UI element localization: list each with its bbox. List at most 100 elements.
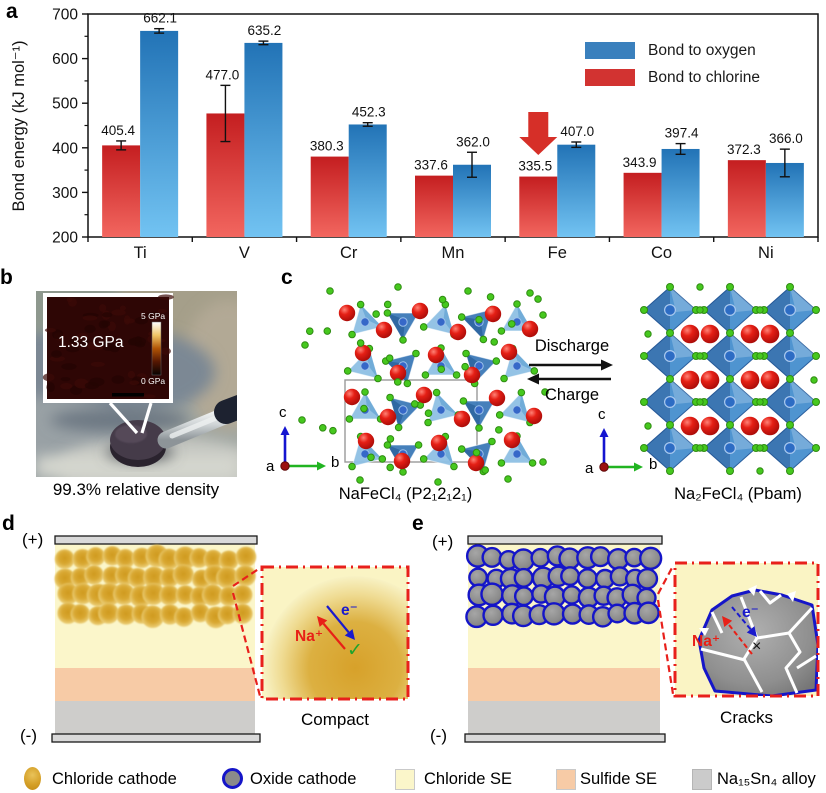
left-axis-c: c xyxy=(279,404,287,421)
bar-value-label: 397.4 xyxy=(665,126,699,141)
sulfide-se-swatch xyxy=(556,769,576,790)
bar-chlorine-Co xyxy=(623,172,662,237)
bottom-electrode xyxy=(464,733,666,743)
sulfide-se-layer xyxy=(55,668,255,701)
d-negative-sign: (-) xyxy=(20,726,37,745)
pressure-colorbar xyxy=(151,321,162,376)
bar-oxygen-Cr xyxy=(348,124,387,237)
x-category-label: V xyxy=(239,244,250,262)
d-electron-label: e⁻ xyxy=(341,602,358,619)
legend-row-oxygen: Bond to oxygen xyxy=(585,42,760,59)
panel-b-label: b xyxy=(0,266,13,289)
bar-value-label: 662.1 xyxy=(143,11,177,26)
discharge-label: Discharge xyxy=(534,337,610,355)
chloride-cathode-label: Chloride cathode xyxy=(52,770,177,788)
y-axis-label: Bond energy (kJ mol⁻¹) xyxy=(10,40,28,211)
bar-oxygen-V xyxy=(244,42,283,237)
bar-value-label: 335.5 xyxy=(518,159,552,174)
y-tick-label: 300 xyxy=(52,185,78,202)
legend-row-chlorine: Bond to chlorine xyxy=(585,69,760,86)
y-tick-label: 500 xyxy=(52,96,78,113)
panel-a-label: a xyxy=(6,0,18,23)
bar-value-label: 407.0 xyxy=(560,124,594,139)
tweezers-handle xyxy=(214,394,237,424)
crack-line xyxy=(700,647,746,662)
sulfide-se-label: Sulfide SE xyxy=(580,770,658,788)
e-electron-label: e⁻ xyxy=(742,604,759,621)
oxide-cathode-particles xyxy=(465,544,663,629)
oxygen-swatch xyxy=(585,42,635,59)
na2fecl4-formula: Na₂FeCl₄ (Pbam) xyxy=(674,485,802,503)
chlorine-swatch xyxy=(585,69,635,86)
crack-line xyxy=(710,611,724,634)
left-axis-triad xyxy=(280,426,326,471)
zoom-connector xyxy=(657,565,674,595)
bar-value-label: 362.0 xyxy=(456,134,490,149)
oxide-cathode-label: Oxide cathode xyxy=(250,770,357,788)
left-axis-b: b xyxy=(331,454,340,471)
bond-energy-chart: 200 300 400 500 600 700 Bond energy (kJ mol⁻¹)… xyxy=(10,7,819,262)
density-caption: 99.3% relative density xyxy=(52,480,220,499)
d-sodium-ion-label: Na⁺ xyxy=(295,628,323,645)
panel-c-label: c xyxy=(281,266,293,289)
zoom-connector xyxy=(231,592,262,697)
chloride-se-swatch xyxy=(395,769,415,790)
chloride-cell-schematic xyxy=(51,535,410,743)
bar-value-label: 452.3 xyxy=(352,105,386,120)
bar-chlorine-Cr xyxy=(310,156,349,237)
scale-top-label: 5 GPa xyxy=(141,311,166,321)
top-electrode xyxy=(54,535,258,545)
crack-line xyxy=(786,606,814,636)
bar-value-label: 337.6 xyxy=(414,158,448,173)
e-sodium-ion-label: Na⁺ xyxy=(692,633,720,650)
pellet-photo xyxy=(36,291,237,477)
nafecl4-structure xyxy=(298,283,549,486)
bar-value-label: 477.0 xyxy=(206,67,240,82)
charge-label: Charge xyxy=(544,386,600,404)
x-category-label: Cr xyxy=(340,244,358,262)
bottom-electrode xyxy=(51,733,261,743)
chart-legend: Bond to oxygen Bond to chlorine xyxy=(585,42,760,96)
cross-mark: × xyxy=(752,638,762,655)
right-axis-b: b xyxy=(649,456,658,473)
gold-cathode-particles xyxy=(54,544,257,629)
alloy-swatch xyxy=(692,769,712,790)
chlorine-legend-label: Bond to chlorine xyxy=(648,68,761,86)
sulfide-se-layer xyxy=(468,668,660,701)
right-axis-a: a xyxy=(585,460,594,477)
scale-bottom-label: 0 GPa xyxy=(141,376,166,386)
oxide-cathode-swatch xyxy=(222,768,243,789)
nafecl4-formula: NaFeCl₄ (P2₁2₁2₁) xyxy=(338,485,473,503)
x-category-label: Ni xyxy=(758,244,774,262)
bar-value-label: 343.9 xyxy=(623,155,657,170)
crack-line xyxy=(758,590,782,605)
chloride-cathode-swatch xyxy=(24,767,41,790)
oxygen-legend-label: Bond to oxygen xyxy=(648,41,756,59)
bar-oxygen-Fe xyxy=(557,144,596,237)
callout-line xyxy=(108,401,139,435)
crack-line xyxy=(739,596,764,693)
panel-e-label: e xyxy=(412,512,424,535)
bar-chlorine-Ni xyxy=(727,160,766,237)
check-mark: ✓ xyxy=(347,640,363,661)
y-tick-label: 200 xyxy=(52,230,78,247)
bar-value-label: 635.2 xyxy=(248,23,282,38)
bar-chlorine-Mn xyxy=(415,175,453,237)
crack-line xyxy=(756,631,802,694)
crystal-structures xyxy=(280,283,820,486)
y-tick-label: 600 xyxy=(52,51,78,68)
bar-value-label: 405.4 xyxy=(101,123,135,138)
panel-d-label: d xyxy=(2,512,15,535)
bar-oxygen-Co xyxy=(661,148,700,237)
x-category-label: Co xyxy=(651,244,672,262)
right-axis-triad xyxy=(599,428,643,472)
scale-bar xyxy=(112,393,144,397)
bar-value-label: 380.3 xyxy=(310,139,344,154)
alloy-label: Na₁₅Sn₄ alloy xyxy=(717,770,816,788)
alloy-layer xyxy=(468,701,660,734)
top-electrode xyxy=(467,535,663,545)
compact-inset-border xyxy=(260,565,410,701)
y-tick-label: 700 xyxy=(52,7,78,24)
highlight-down-arrow xyxy=(519,112,558,155)
